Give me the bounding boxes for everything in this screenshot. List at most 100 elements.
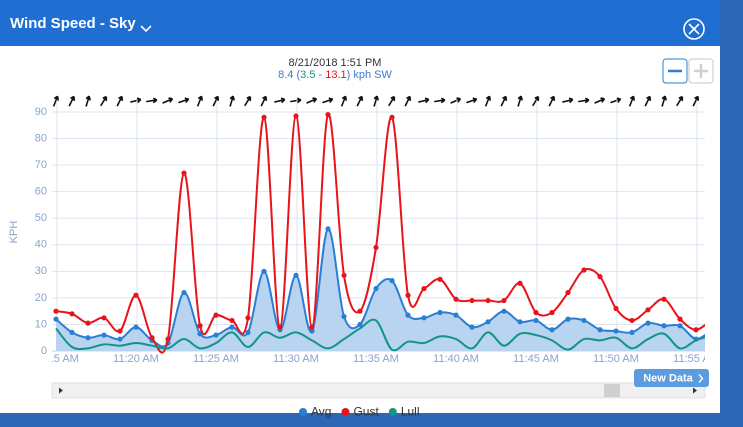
point xyxy=(405,292,411,298)
point xyxy=(389,114,395,120)
legend-label: Avg xyxy=(311,405,331,419)
wind-arrow xyxy=(578,97,590,104)
wind-arrow xyxy=(196,95,204,107)
wind-arrow xyxy=(548,95,556,107)
x-tick-label: 11:35 AM xyxy=(353,353,399,365)
wind-arrow xyxy=(594,97,606,104)
point xyxy=(389,278,395,284)
point xyxy=(165,336,171,342)
scrollbar[interactable] xyxy=(51,382,706,399)
point xyxy=(437,276,443,282)
y-tick-label: 60 xyxy=(35,186,47,198)
wind-arrow xyxy=(628,95,636,107)
legend-label: Gust xyxy=(353,405,379,419)
y-tick-label: 20 xyxy=(35,292,47,304)
point xyxy=(629,329,635,336)
y-tick-label: 80 xyxy=(35,132,47,144)
x-tick-label: 11:40 AM xyxy=(433,353,479,365)
wind-arrow xyxy=(404,95,412,107)
y-tick-label: 30 xyxy=(35,265,47,277)
wind-arrow xyxy=(610,97,622,104)
wind-arrow xyxy=(532,95,540,107)
point xyxy=(629,317,635,324)
point xyxy=(197,323,203,329)
legend-swatch xyxy=(341,408,350,416)
zoom-controls xyxy=(662,58,714,84)
x-tick-label: 11:55 AM xyxy=(673,353,719,365)
point xyxy=(533,317,539,324)
point xyxy=(517,319,523,325)
tooltip-part: 8.4 ( xyxy=(278,69,300,81)
x-axis: 11:15 AM 11:20 AM 11:25 AM 11:30 AM 11:35 AM… xyxy=(33,353,719,365)
point xyxy=(485,297,491,304)
wind-arrow xyxy=(356,95,364,107)
x-tick-label: 11:20 AM xyxy=(113,353,159,365)
point xyxy=(469,324,475,330)
point xyxy=(341,313,347,320)
point xyxy=(325,112,331,118)
wind-arrow xyxy=(162,97,174,104)
point xyxy=(501,308,507,314)
tooltip-part: - xyxy=(315,69,325,81)
point xyxy=(245,315,251,321)
point xyxy=(597,274,603,280)
point xyxy=(53,308,59,314)
point xyxy=(373,285,379,292)
point xyxy=(101,315,107,321)
point xyxy=(133,324,139,330)
legend-label: Lull xyxy=(401,405,420,419)
wind-arrow xyxy=(229,95,235,107)
point xyxy=(325,226,331,232)
wind-arrow xyxy=(130,97,142,104)
point xyxy=(437,309,443,316)
point xyxy=(661,323,667,329)
legend: Avg Gust Lull xyxy=(299,405,420,419)
tooltip-time: 8/21/2018 1:51 PM xyxy=(289,57,382,69)
point xyxy=(149,335,155,341)
wind-arrow xyxy=(212,95,220,107)
point xyxy=(309,328,315,334)
button-label[interactable]: New Data xyxy=(643,372,693,384)
point xyxy=(213,312,219,318)
point xyxy=(181,289,187,296)
point xyxy=(549,327,555,333)
tooltip-values: 8.4 (3.5 - 13.1) kph SW xyxy=(278,69,392,81)
point xyxy=(597,327,603,333)
wind-arrow xyxy=(484,95,492,107)
point xyxy=(293,272,299,278)
new-data-button[interactable]: New Data xyxy=(634,369,709,387)
wind-arrow xyxy=(388,95,396,107)
line xyxy=(55,318,705,352)
plot xyxy=(53,112,705,354)
point xyxy=(645,320,651,326)
y-tick-label: 40 xyxy=(35,239,47,251)
wind-arrow xyxy=(290,97,302,104)
point xyxy=(661,296,667,302)
point xyxy=(421,315,427,321)
close-button[interactable] xyxy=(683,18,705,40)
wind-arrow xyxy=(644,95,652,107)
y-tick-label: 70 xyxy=(35,159,47,171)
x-tick-label: 11:50 AM xyxy=(593,353,639,365)
point xyxy=(517,280,523,286)
y-tick-label: 90 xyxy=(35,106,47,118)
wind-arrow xyxy=(450,97,462,104)
wind-arrow xyxy=(676,95,684,107)
point xyxy=(293,113,299,119)
point xyxy=(485,319,491,325)
wind-arrow xyxy=(116,95,124,107)
wind-arrow xyxy=(260,95,268,107)
point xyxy=(469,297,475,304)
point xyxy=(677,316,683,322)
x-tick-label: 11:25 AM xyxy=(193,353,239,365)
point xyxy=(309,324,315,330)
tooltip-part: ) kph SW xyxy=(347,69,393,81)
point xyxy=(453,296,459,302)
point xyxy=(565,316,571,322)
area xyxy=(56,228,705,351)
x-tick-label: 11:15 AM xyxy=(33,353,79,365)
dropdown-chevron[interactable] xyxy=(140,25,152,33)
header-bar xyxy=(0,0,720,46)
point xyxy=(85,335,91,341)
x-tick-label: 11:30 AM xyxy=(273,353,319,365)
